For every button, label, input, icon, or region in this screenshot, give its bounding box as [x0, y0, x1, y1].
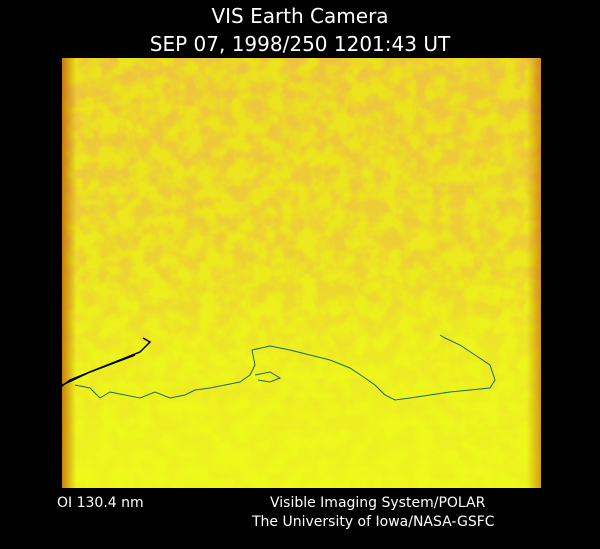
coastline-antarctica [74, 334, 496, 401]
coastline-island [254, 371, 282, 383]
coastline-west [53, 337, 152, 393]
image-edge [62, 58, 541, 488]
earth-image [53, 58, 541, 488]
institution: The University of Iowa/NASA-GSFC [251, 514, 495, 530]
timestamp: SEP 07, 1998/250 1201:43 UT [150, 32, 451, 56]
title: VIS Earth Camera [211, 4, 388, 28]
instrument: Visible Imaging System/POLAR [270, 495, 486, 511]
wavelength: OI 130.4 nm [57, 495, 144, 511]
coastlines [53, 334, 496, 401]
